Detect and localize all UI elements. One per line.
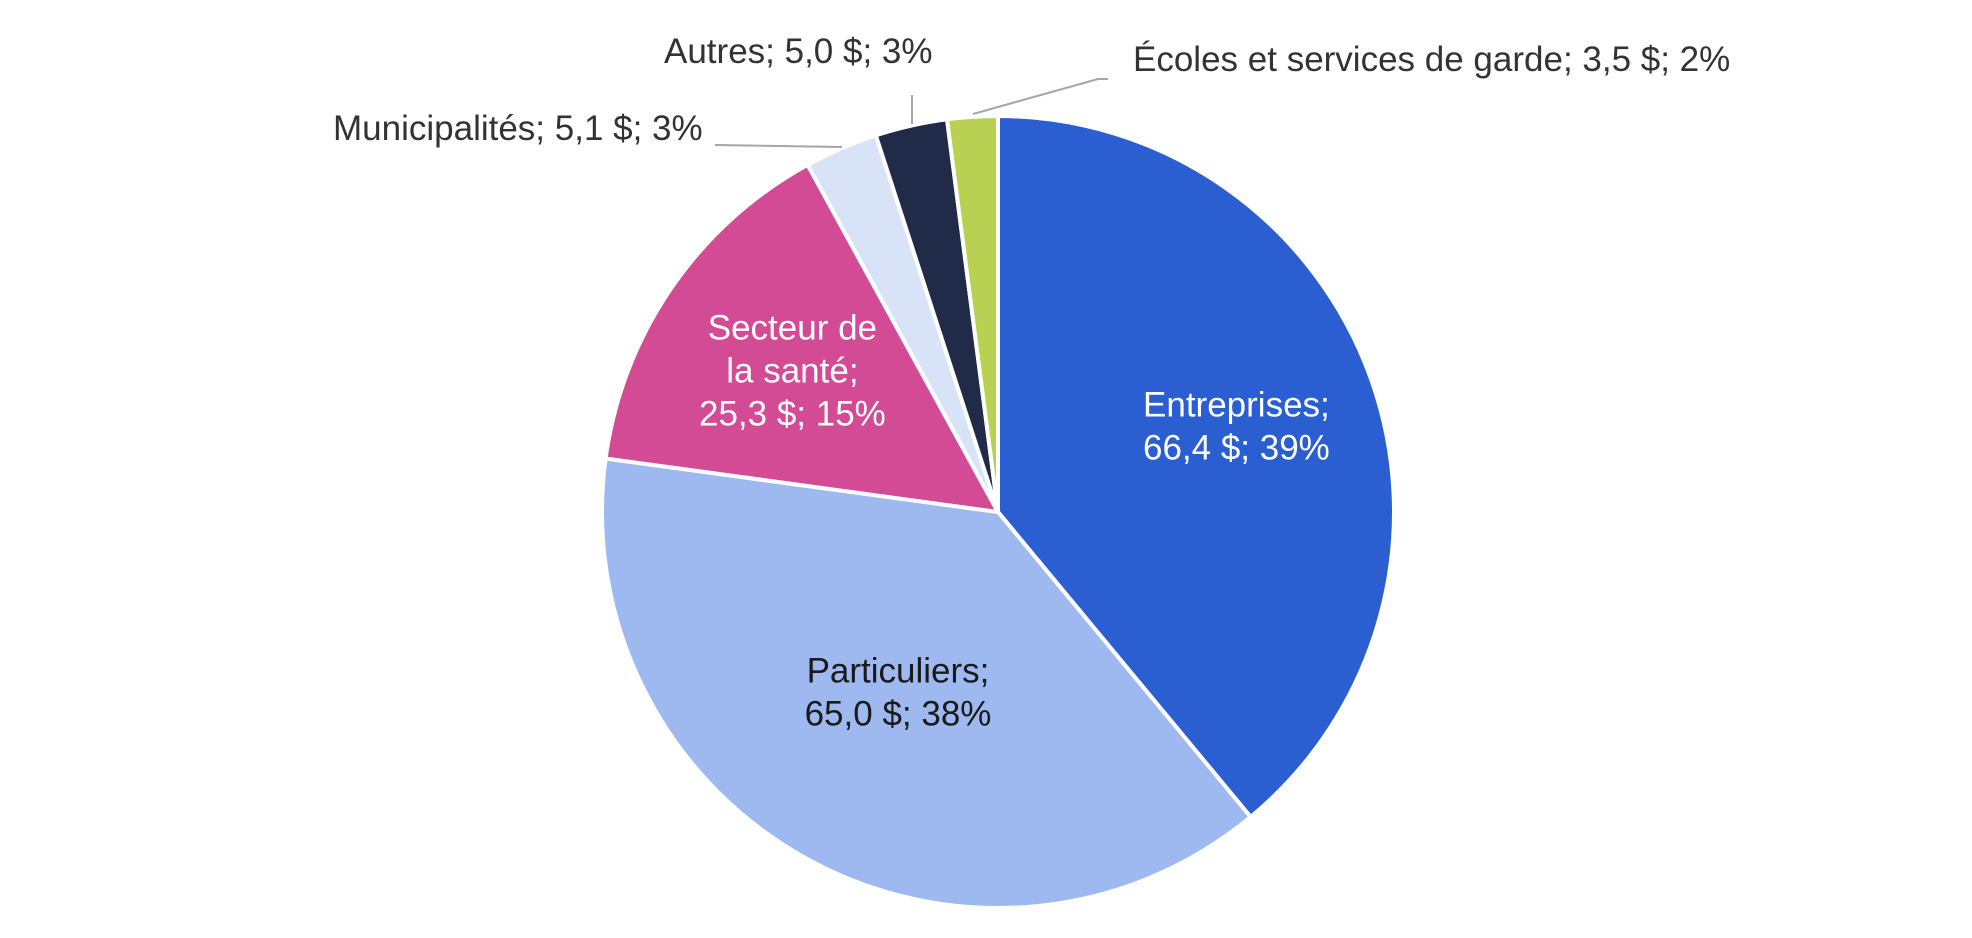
leader-line (972, 78, 1108, 115)
data-label-line: Municipalités; 5,1 $; 3% (333, 109, 703, 148)
pie-slice-secteur-de-la-sante (603, 162, 1000, 514)
leader-line (714, 144, 843, 148)
data-label-line: 25,3 $; 15% (699, 395, 886, 434)
data-label-line: 65,0 $; 38% (805, 695, 992, 734)
pie-slice-ecoles-et-services-de-garde (945, 114, 1000, 514)
data-label-line: 66,4 $; 39% (1143, 429, 1330, 468)
data-label-line: Secteur de (708, 309, 877, 348)
data-label-ecoles-et-services-de-garde: Écoles et services de garde; 3,5 $; 2% (1133, 40, 1730, 79)
pie-slice-entreprises (996, 114, 1396, 819)
data-label-line: Autres; 5,0 $; 3% (664, 32, 932, 71)
data-label-line: Entreprises; (1143, 386, 1330, 425)
data-label-line: Particuliers; (807, 652, 990, 691)
data-label-particuliers: Particuliers; 65,0 $; 38% (805, 652, 992, 734)
data-label-entreprises: Entreprises; 66,4 $; 39% (1143, 386, 1330, 468)
data-label-secteur-de-la-sante: Secteur de la santé; 25,3 $; 15% (699, 309, 886, 434)
data-label-line: la santé; (726, 352, 858, 391)
data-label-municipalites: Municipalités; 5,1 $; 3% (333, 109, 703, 148)
data-label-autres: Autres; 5,0 $; 3% (664, 32, 932, 71)
pie-slice-particuliers (600, 456, 1253, 910)
data-label-line: Écoles et services de garde; 3,5 $; 2% (1133, 40, 1730, 79)
